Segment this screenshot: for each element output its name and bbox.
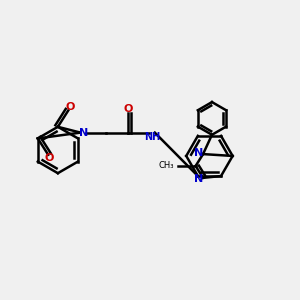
- Text: N: N: [80, 128, 89, 138]
- Text: O: O: [123, 104, 133, 114]
- Text: CH₃: CH₃: [159, 161, 174, 170]
- Text: N: N: [194, 174, 203, 184]
- Text: N: N: [194, 148, 203, 158]
- Text: O: O: [45, 153, 54, 163]
- Text: NH: NH: [144, 132, 160, 142]
- Text: O: O: [65, 103, 74, 112]
